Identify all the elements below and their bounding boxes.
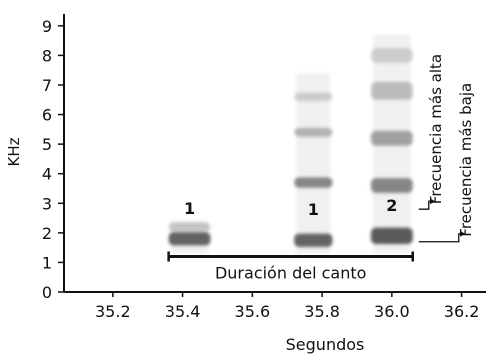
x-tick-label: 35.4 bbox=[165, 302, 201, 321]
syllable-1: 1 bbox=[168, 199, 211, 254]
harmonic-band bbox=[168, 222, 211, 232]
y-tick-label: 6 bbox=[42, 106, 52, 125]
y-tick-label: 7 bbox=[42, 76, 52, 95]
y-axis-label: KHz bbox=[5, 137, 23, 166]
y-tick-label: 1 bbox=[42, 253, 52, 272]
spectrogram-marks: 1 1 2 bbox=[168, 34, 413, 254]
duration-bar: Duración del canto bbox=[167, 251, 415, 283]
harmonic-band bbox=[294, 233, 333, 247]
y-tick-label: 5 bbox=[42, 135, 52, 154]
syllable-label: 2 bbox=[386, 196, 397, 215]
y-tick-label: 3 bbox=[42, 194, 52, 213]
annotation-1: Frecuencia más alta bbox=[418, 54, 445, 210]
y-axis-ticks: 0 1 2 3 4 5 6 7 8 9 bbox=[42, 17, 64, 302]
harmonic-band bbox=[294, 177, 333, 188]
syllable-haze bbox=[296, 73, 331, 254]
x-axis-label: Segundos bbox=[286, 335, 365, 354]
x-tick-label: 35.2 bbox=[95, 302, 131, 321]
syllable-2: 1 bbox=[294, 73, 333, 254]
annotation-2: Frecuencia más baja bbox=[418, 83, 475, 243]
y-tick-label: 4 bbox=[42, 165, 52, 184]
annotation-arrowhead bbox=[430, 198, 435, 205]
harmonic-band bbox=[370, 48, 413, 63]
y-tick-label: 2 bbox=[42, 224, 52, 243]
x-tick-label: 36.0 bbox=[374, 302, 410, 321]
y-tick-label: 0 bbox=[42, 283, 52, 302]
harmonic-band bbox=[294, 92, 333, 102]
syllable-3: 2 bbox=[370, 34, 413, 254]
annotation-label: Frecuencia más alta bbox=[427, 54, 445, 204]
x-tick-label: 35.6 bbox=[235, 302, 271, 321]
harmonic-band bbox=[370, 82, 413, 100]
frequency-annotations: Frecuencia más alta Frecuencia más baja bbox=[418, 54, 475, 243]
harmonic-band bbox=[370, 178, 413, 193]
annotation-arrowhead bbox=[460, 230, 465, 237]
harmonic-band bbox=[370, 227, 413, 244]
harmonic-band bbox=[294, 127, 333, 137]
x-tick-label: 35.8 bbox=[304, 302, 340, 321]
y-tick-label: 8 bbox=[42, 46, 52, 65]
y-tick-label: 9 bbox=[42, 17, 52, 36]
harmonic-band bbox=[168, 232, 211, 246]
harmonic-band bbox=[370, 130, 413, 146]
duration-label: Duración del canto bbox=[215, 264, 366, 283]
annotation-label: Frecuencia más baja bbox=[457, 83, 475, 237]
syllable-label: 1 bbox=[308, 200, 319, 219]
x-axis-ticks: 35.2 35.4 35.6 35.8 36.0 36.2 bbox=[95, 292, 479, 321]
syllable-label: 1 bbox=[184, 199, 195, 218]
x-tick-label: 36.2 bbox=[444, 302, 480, 321]
